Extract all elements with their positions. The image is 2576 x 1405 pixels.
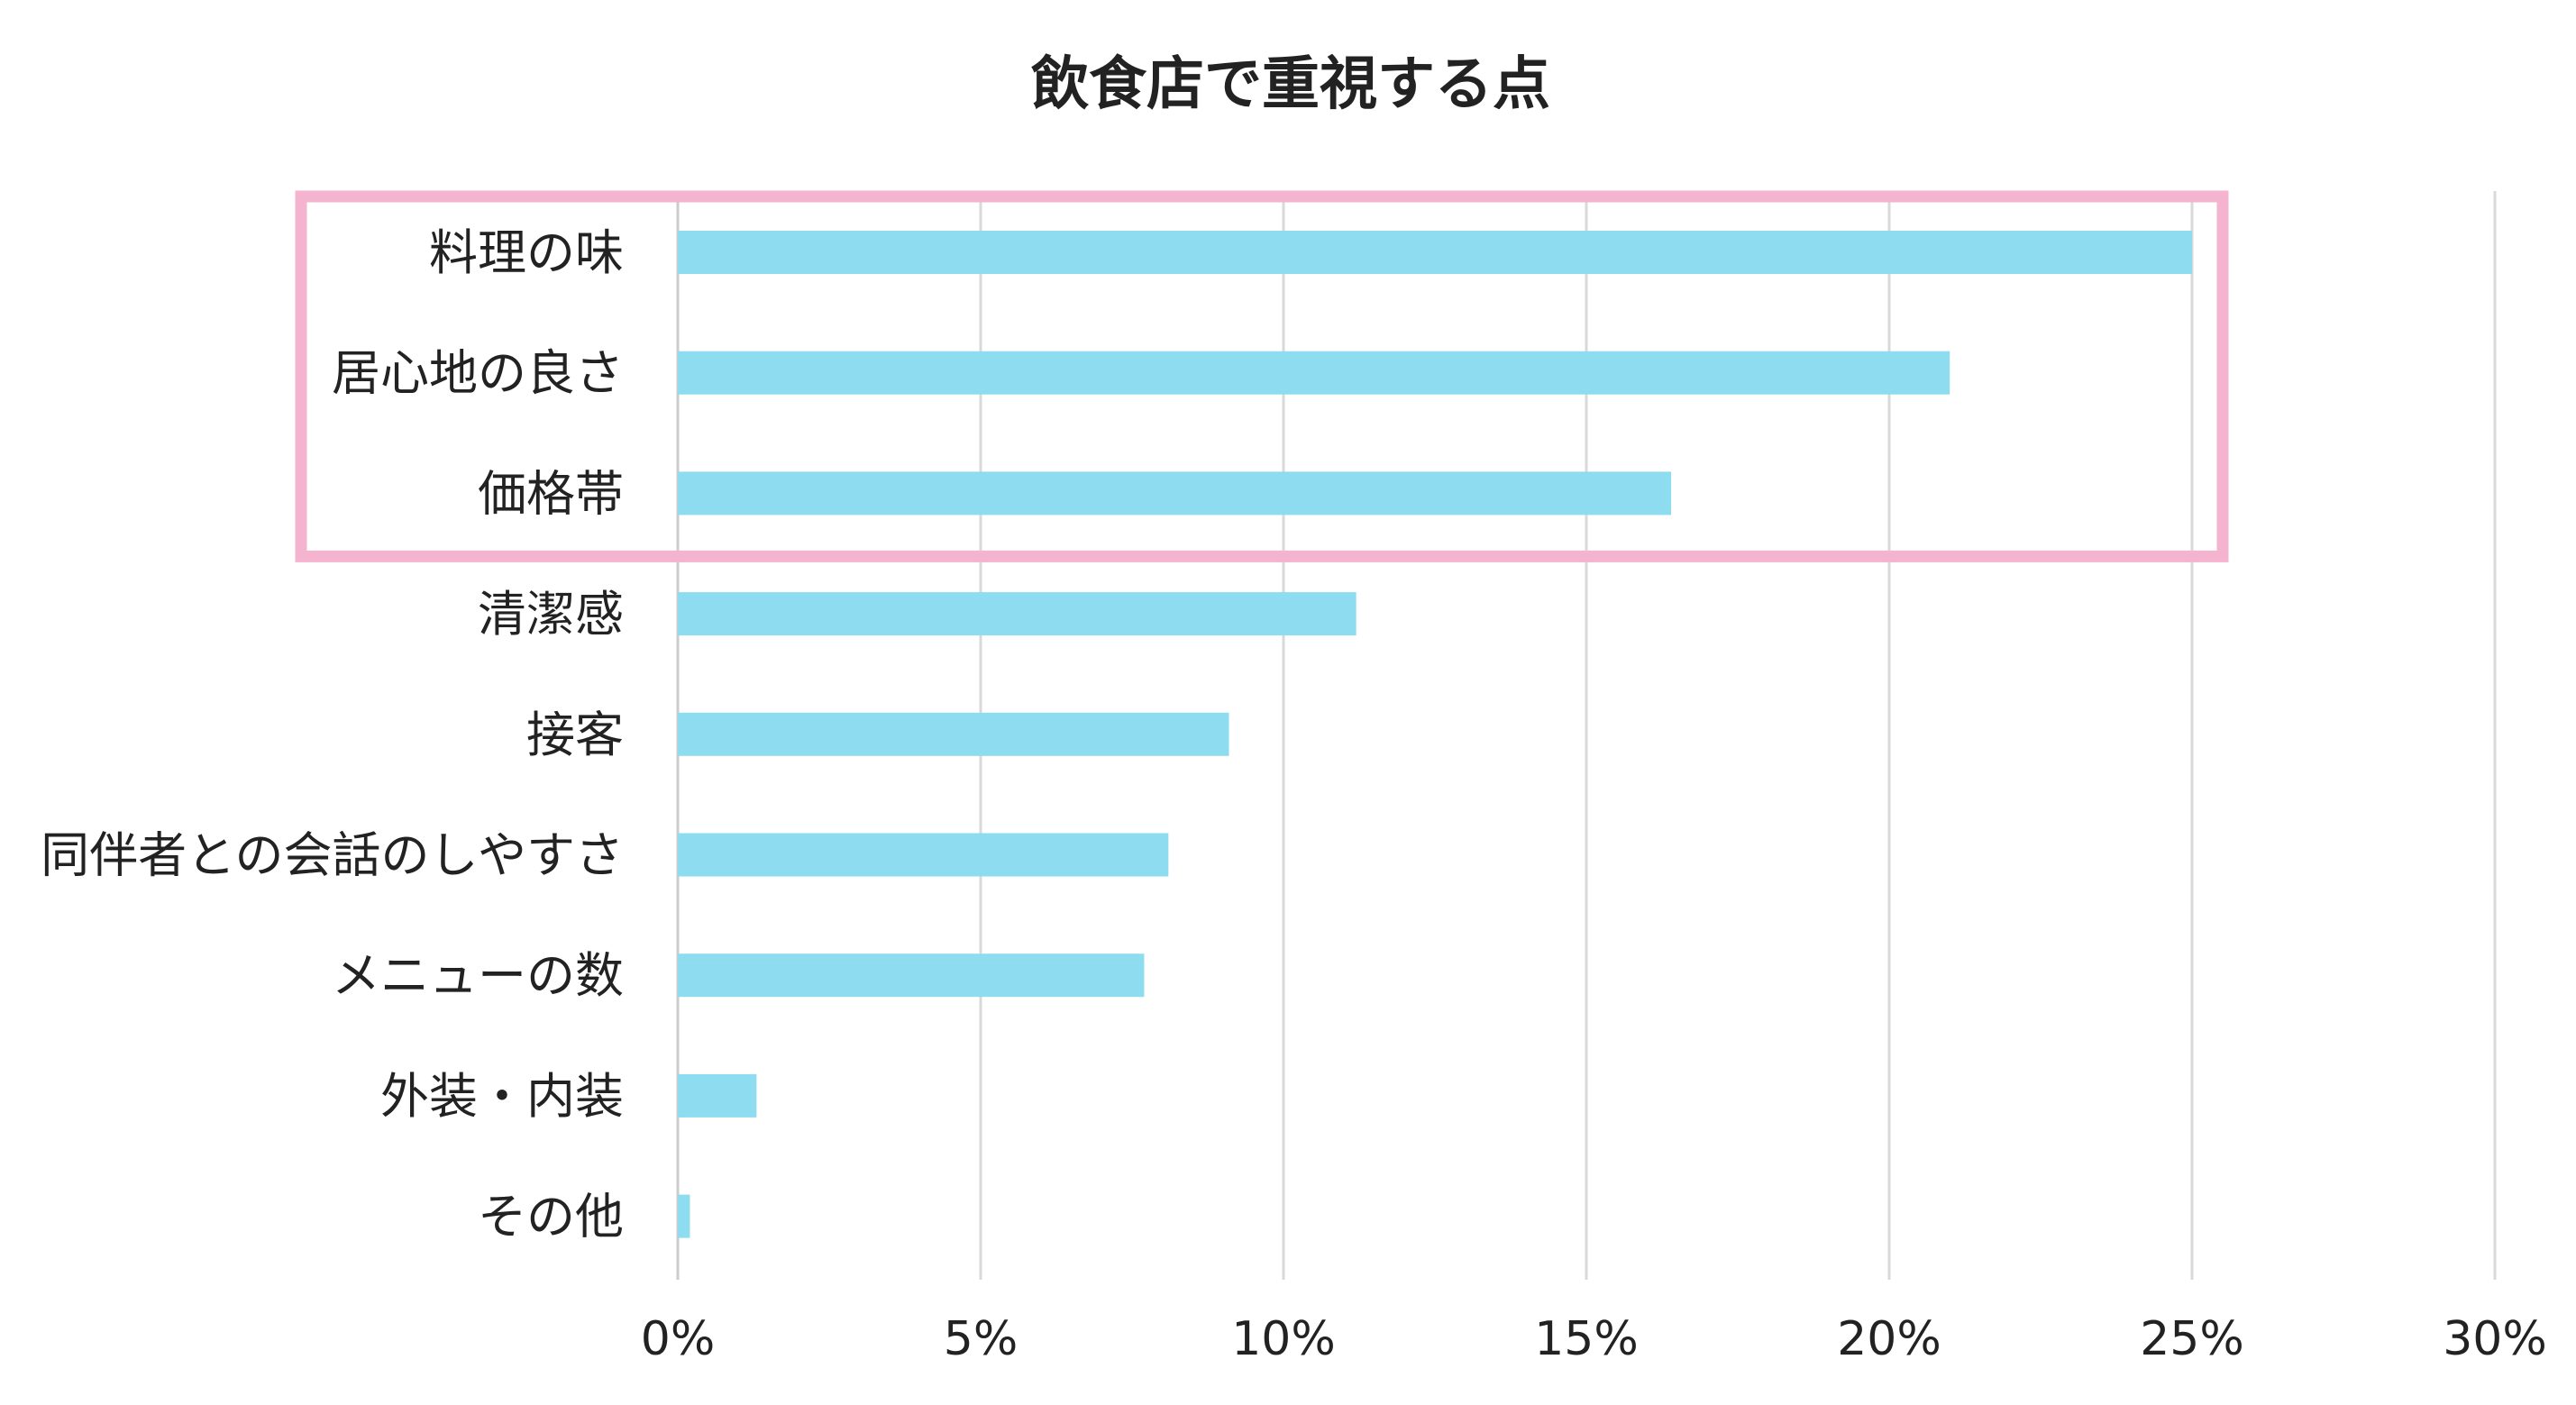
category-label: その他 — [478, 1189, 624, 1245]
x-tick-label: 20% — [1837, 1312, 1941, 1366]
bar — [678, 351, 1950, 395]
chart-title: 飲食店で重視する点 — [1031, 51, 1550, 118]
category-labels: 料理の味居心地の良さ価格帯清潔感接客同伴者との会話のしやすさメニューの数外装・内… — [41, 224, 624, 1245]
category-label: 同伴者との会話のしやすさ — [41, 827, 624, 884]
x-tick-label: 30% — [2443, 1312, 2547, 1366]
category-label: 価格帯 — [478, 465, 624, 522]
bar — [678, 471, 1672, 515]
category-label: 料理の味 — [429, 224, 624, 281]
x-tick-label: 0% — [641, 1312, 716, 1366]
bars — [678, 231, 2192, 1238]
category-label: 外装・内装 — [380, 1068, 624, 1125]
x-tick-label: 15% — [1534, 1312, 1639, 1366]
category-label: メニューの数 — [332, 947, 624, 1004]
highlight-box-group — [295, 190, 2229, 562]
bar — [678, 953, 1145, 998]
bar — [678, 833, 1169, 877]
category-label: 居心地の良さ — [332, 345, 624, 402]
highlight-box — [295, 190, 2229, 562]
x-axis-tick-labels: 0% 5% 10% 15% 20% 25% 30% — [641, 1312, 2547, 1366]
x-tick-label: 10% — [1231, 1312, 1336, 1366]
bar — [678, 712, 1229, 756]
x-tick-label: 25% — [2140, 1312, 2244, 1366]
bar — [678, 1073, 757, 1118]
bar — [678, 592, 1357, 636]
x-tick-label: 5% — [944, 1312, 1019, 1366]
bar — [678, 1194, 690, 1238]
category-label: 清潔感 — [478, 586, 624, 643]
category-label: 接客 — [526, 707, 624, 763]
bar — [678, 231, 2192, 274]
